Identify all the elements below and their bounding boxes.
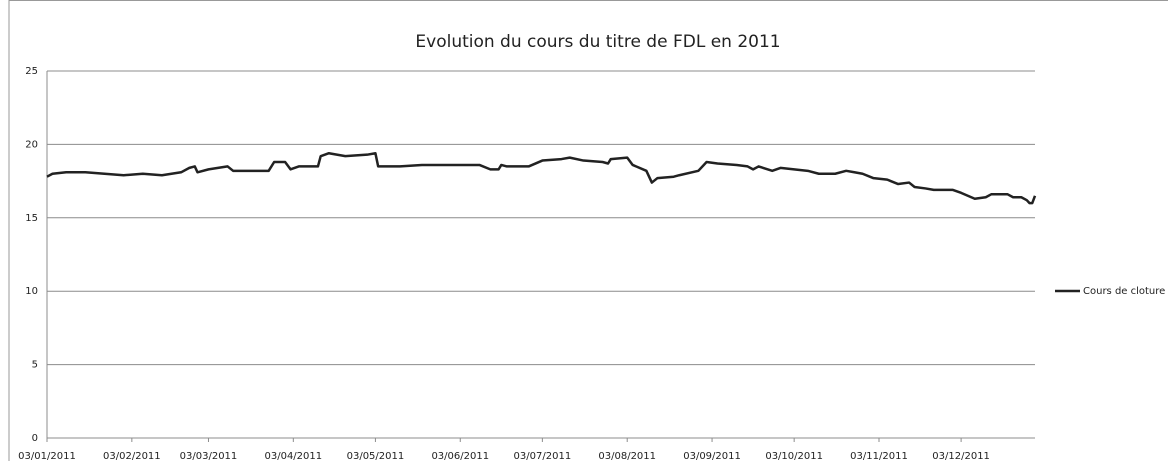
chart-frame xyxy=(8,0,1168,461)
y-tick-label: 10 xyxy=(25,286,38,297)
x-tick-label: 03/04/2011 xyxy=(264,451,322,461)
legend-label: Cours de cloture xyxy=(1083,286,1165,297)
x-tick-label: 03/03/2011 xyxy=(180,451,238,461)
x-tick-label: 03/10/2011 xyxy=(765,451,823,461)
x-tick-label: 03/12/2011 xyxy=(932,451,990,461)
chart-title: Evolution du cours du titre de FDL en 20… xyxy=(415,32,780,52)
y-tick-label: 20 xyxy=(25,139,38,150)
y-tick-label: 5 xyxy=(32,360,38,371)
x-tick-label: 03/07/2011 xyxy=(514,451,572,461)
x-tick-label: 03/09/2011 xyxy=(683,451,741,461)
x-tick-label: 03/01/2011 xyxy=(18,451,76,461)
x-tick-label: 03/11/2011 xyxy=(850,451,908,461)
x-tick-label: 03/05/2011 xyxy=(347,451,405,461)
y-tick-label: 25 xyxy=(25,66,38,77)
x-tick-label: 03/02/2011 xyxy=(103,451,161,461)
x-tick-label: 03/06/2011 xyxy=(431,451,489,461)
x-tick-label: 03/08/2011 xyxy=(598,451,656,461)
y-tick-label: 15 xyxy=(25,213,38,224)
line-series xyxy=(46,151,1037,205)
y-tick-label: 0 xyxy=(32,433,38,444)
